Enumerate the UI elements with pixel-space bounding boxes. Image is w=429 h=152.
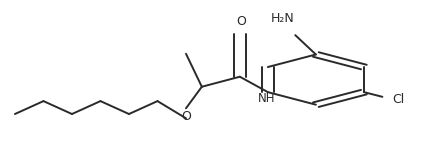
Text: O: O — [236, 15, 246, 28]
Text: H₂N: H₂N — [271, 12, 294, 25]
Text: NH: NH — [258, 92, 275, 105]
Text: O: O — [181, 110, 191, 123]
Text: Cl: Cl — [392, 93, 404, 106]
